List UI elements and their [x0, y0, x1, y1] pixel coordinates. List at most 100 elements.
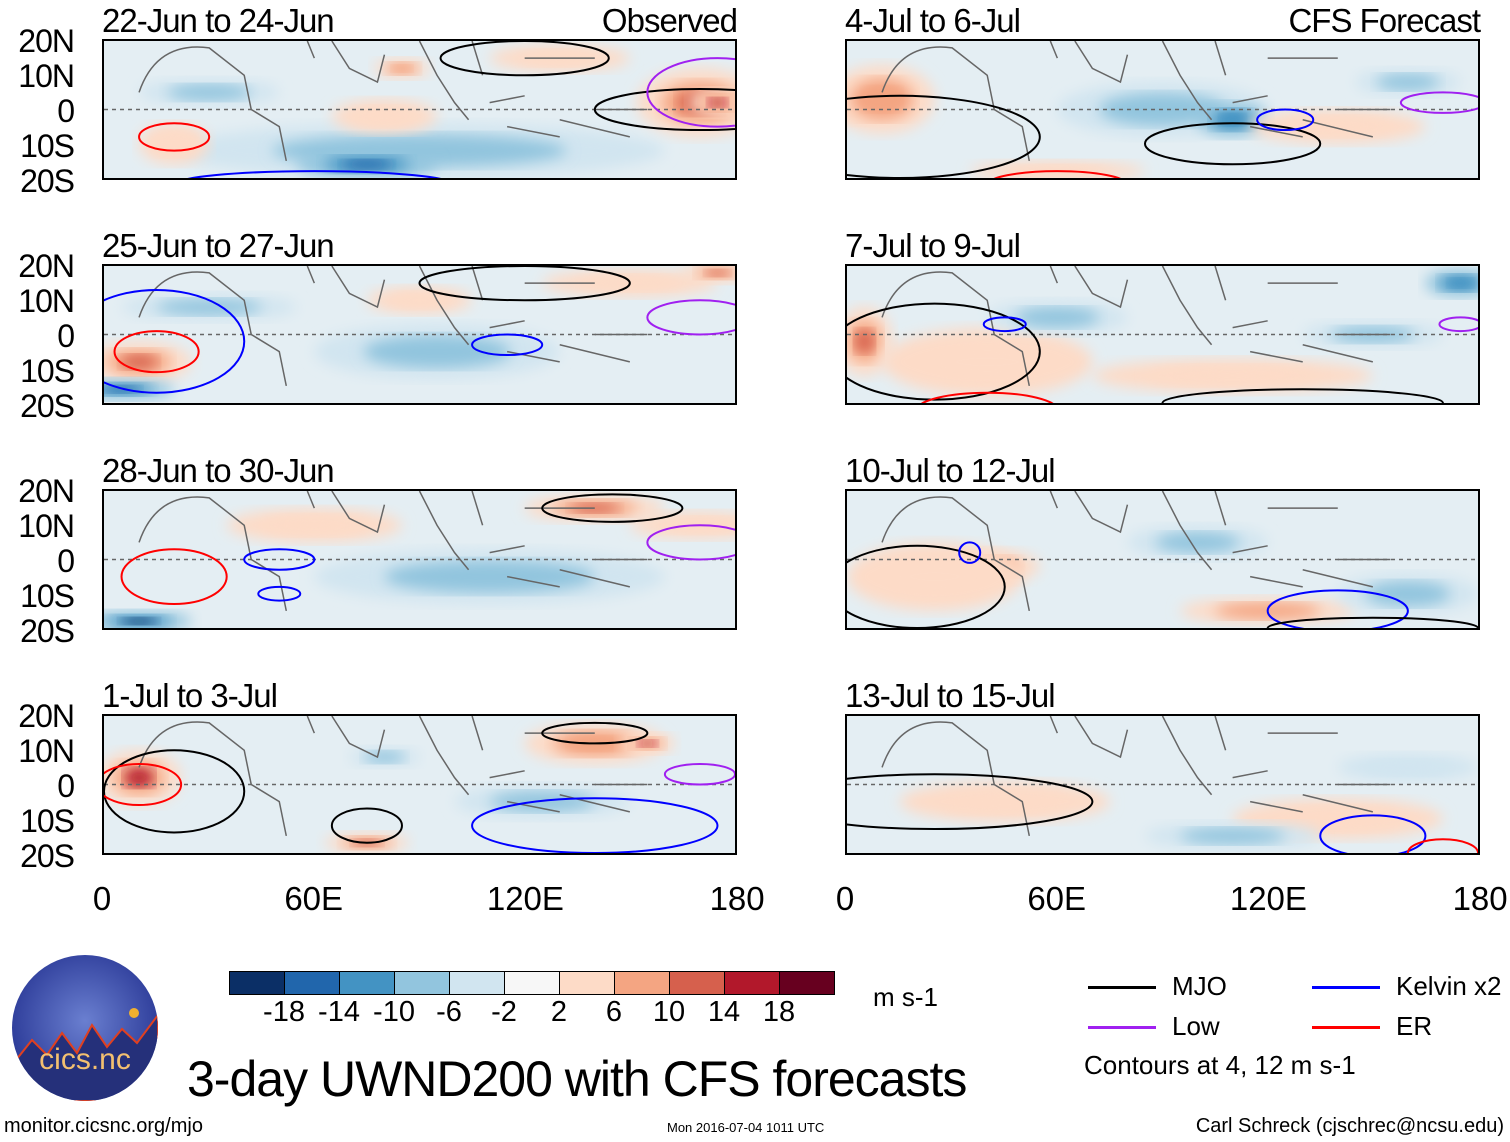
wave-contour — [959, 542, 980, 563]
wave-contour — [420, 266, 630, 300]
lat-tick-label: 10N — [18, 508, 75, 544]
lat-tick-label: 20S — [20, 838, 75, 874]
legend-line-swatch — [1312, 1026, 1380, 1029]
coastline — [139, 266, 647, 386]
wave-contour — [647, 525, 735, 559]
colorbar-swatch — [340, 972, 395, 994]
wave-contour — [595, 89, 735, 130]
colorbar-swatch — [725, 972, 780, 994]
lat-tick-label: 10S — [20, 578, 75, 614]
lat-tick-label: 20N — [18, 698, 75, 734]
wave-contour — [917, 393, 1057, 403]
colorbar-tick-label: 14 — [707, 996, 741, 1028]
panel-title: 22-Jun to 24-Jun — [102, 2, 335, 39]
lat-tick-label: 20S — [20, 613, 75, 649]
lat-tick-label: 20N — [18, 248, 75, 284]
wind-anomaly-region — [1376, 73, 1440, 91]
wave-contour — [472, 798, 717, 853]
lat-tick-label: 0 — [57, 318, 75, 354]
wave-contour — [1401, 92, 1478, 113]
wind-anomaly-region — [120, 617, 158, 625]
colorbar-units: m s-1 — [873, 982, 938, 1012]
colorbar-swatch — [450, 972, 505, 994]
lat-tick-label: 10S — [20, 353, 75, 389]
wind-anomaly-region — [707, 97, 728, 108]
panel-title: 28-Jun to 30-Jun — [102, 452, 335, 489]
lat-tick-label: 0 — [57, 543, 75, 579]
wave-contour — [847, 546, 1005, 628]
lat-tick-label: 20S — [20, 163, 75, 199]
lat-tick-label: 0 — [57, 768, 75, 804]
wind-anomaly-region — [637, 739, 658, 747]
wave-contour — [104, 764, 181, 805]
anomaly-map — [104, 266, 735, 403]
colorbar-swatch — [670, 972, 725, 994]
colorbar-swatch — [230, 972, 285, 994]
colorbar-tick-label: 2 — [550, 996, 568, 1028]
legend-line-swatch — [1088, 1026, 1156, 1029]
panel-title: 10-Jul to 12-Jul — [845, 452, 1056, 489]
colorbar-tick-label: 18 — [762, 996, 796, 1028]
wind-anomaly-region — [153, 131, 196, 157]
wave-contour — [1268, 618, 1478, 628]
lon-tick-label: 0 — [835, 880, 855, 917]
legend-label: Low — [1172, 1011, 1220, 1041]
wave-contour — [647, 300, 735, 334]
legend-label: Kelvin x2 — [1396, 971, 1502, 1001]
anomaly-map — [847, 716, 1478, 853]
lon-tick-label: 120E — [1229, 880, 1307, 917]
wave-contour — [115, 331, 199, 372]
lat-tick-label: 10S — [20, 803, 75, 839]
coastline — [882, 716, 1390, 836]
wind-anomaly-region — [924, 341, 1051, 383]
anomaly-map — [104, 41, 735, 178]
colorbar-swatch — [285, 972, 340, 994]
wave-contour — [984, 317, 1026, 331]
anomaly-map — [847, 266, 1478, 403]
wind-anomaly-region — [363, 750, 406, 764]
map-panel — [845, 39, 1480, 180]
wind-anomaly-region — [392, 64, 412, 72]
colorbar — [229, 971, 835, 995]
contour-note: Contours at 4, 12 m s-1 — [1084, 1050, 1356, 1080]
colorbar-tick-label: -2 — [491, 996, 517, 1028]
wind-anomaly-region — [167, 84, 252, 101]
wave-contour — [1268, 590, 1408, 628]
wind-anomaly-region — [352, 106, 416, 127]
wind-anomaly-region — [120, 354, 158, 370]
panel-title: 7-Jul to 9-Jul — [845, 227, 1021, 264]
lat-tick-label: 10N — [18, 733, 75, 769]
wave-contour — [258, 587, 300, 601]
wave-contour — [987, 171, 1127, 178]
wave-contour — [542, 723, 647, 744]
wave-contour — [542, 494, 682, 521]
wave-contour — [104, 290, 244, 393]
map-panel — [102, 264, 737, 405]
colorbar-tick-label: -14 — [318, 996, 360, 1028]
lat-tick-label: 20S — [20, 388, 75, 424]
wave-contour — [104, 750, 244, 832]
colorbar-tick-label: 10 — [652, 996, 686, 1028]
wind-anomaly-region — [1148, 365, 1317, 386]
coastline — [139, 716, 647, 836]
wave-contour — [1257, 110, 1313, 131]
wave-contour — [847, 304, 1040, 400]
colorbar-swatch — [780, 972, 834, 994]
lon-tick-label: 0 — [92, 880, 112, 917]
legend-line-swatch — [1088, 986, 1156, 989]
lon-tick-label: 180 — [1452, 880, 1508, 917]
wind-anomaly-region — [1015, 307, 1100, 328]
wind-anomaly-region — [384, 560, 595, 594]
coastline — [139, 491, 647, 611]
map-panel — [845, 264, 1480, 405]
lon-tick-label: 60E — [1027, 880, 1087, 917]
panel-title: 13-Jul to 15-Jul — [845, 677, 1056, 714]
colorbar-swatch — [395, 972, 450, 994]
wave-contour — [139, 123, 209, 150]
coastline — [882, 266, 1390, 386]
wave-contour — [1145, 123, 1320, 164]
wind-anomaly-region — [156, 298, 262, 316]
colorbar-tick-label: -18 — [263, 996, 305, 1028]
wave-contour — [647, 58, 735, 127]
wind-anomaly-region — [863, 87, 901, 112]
